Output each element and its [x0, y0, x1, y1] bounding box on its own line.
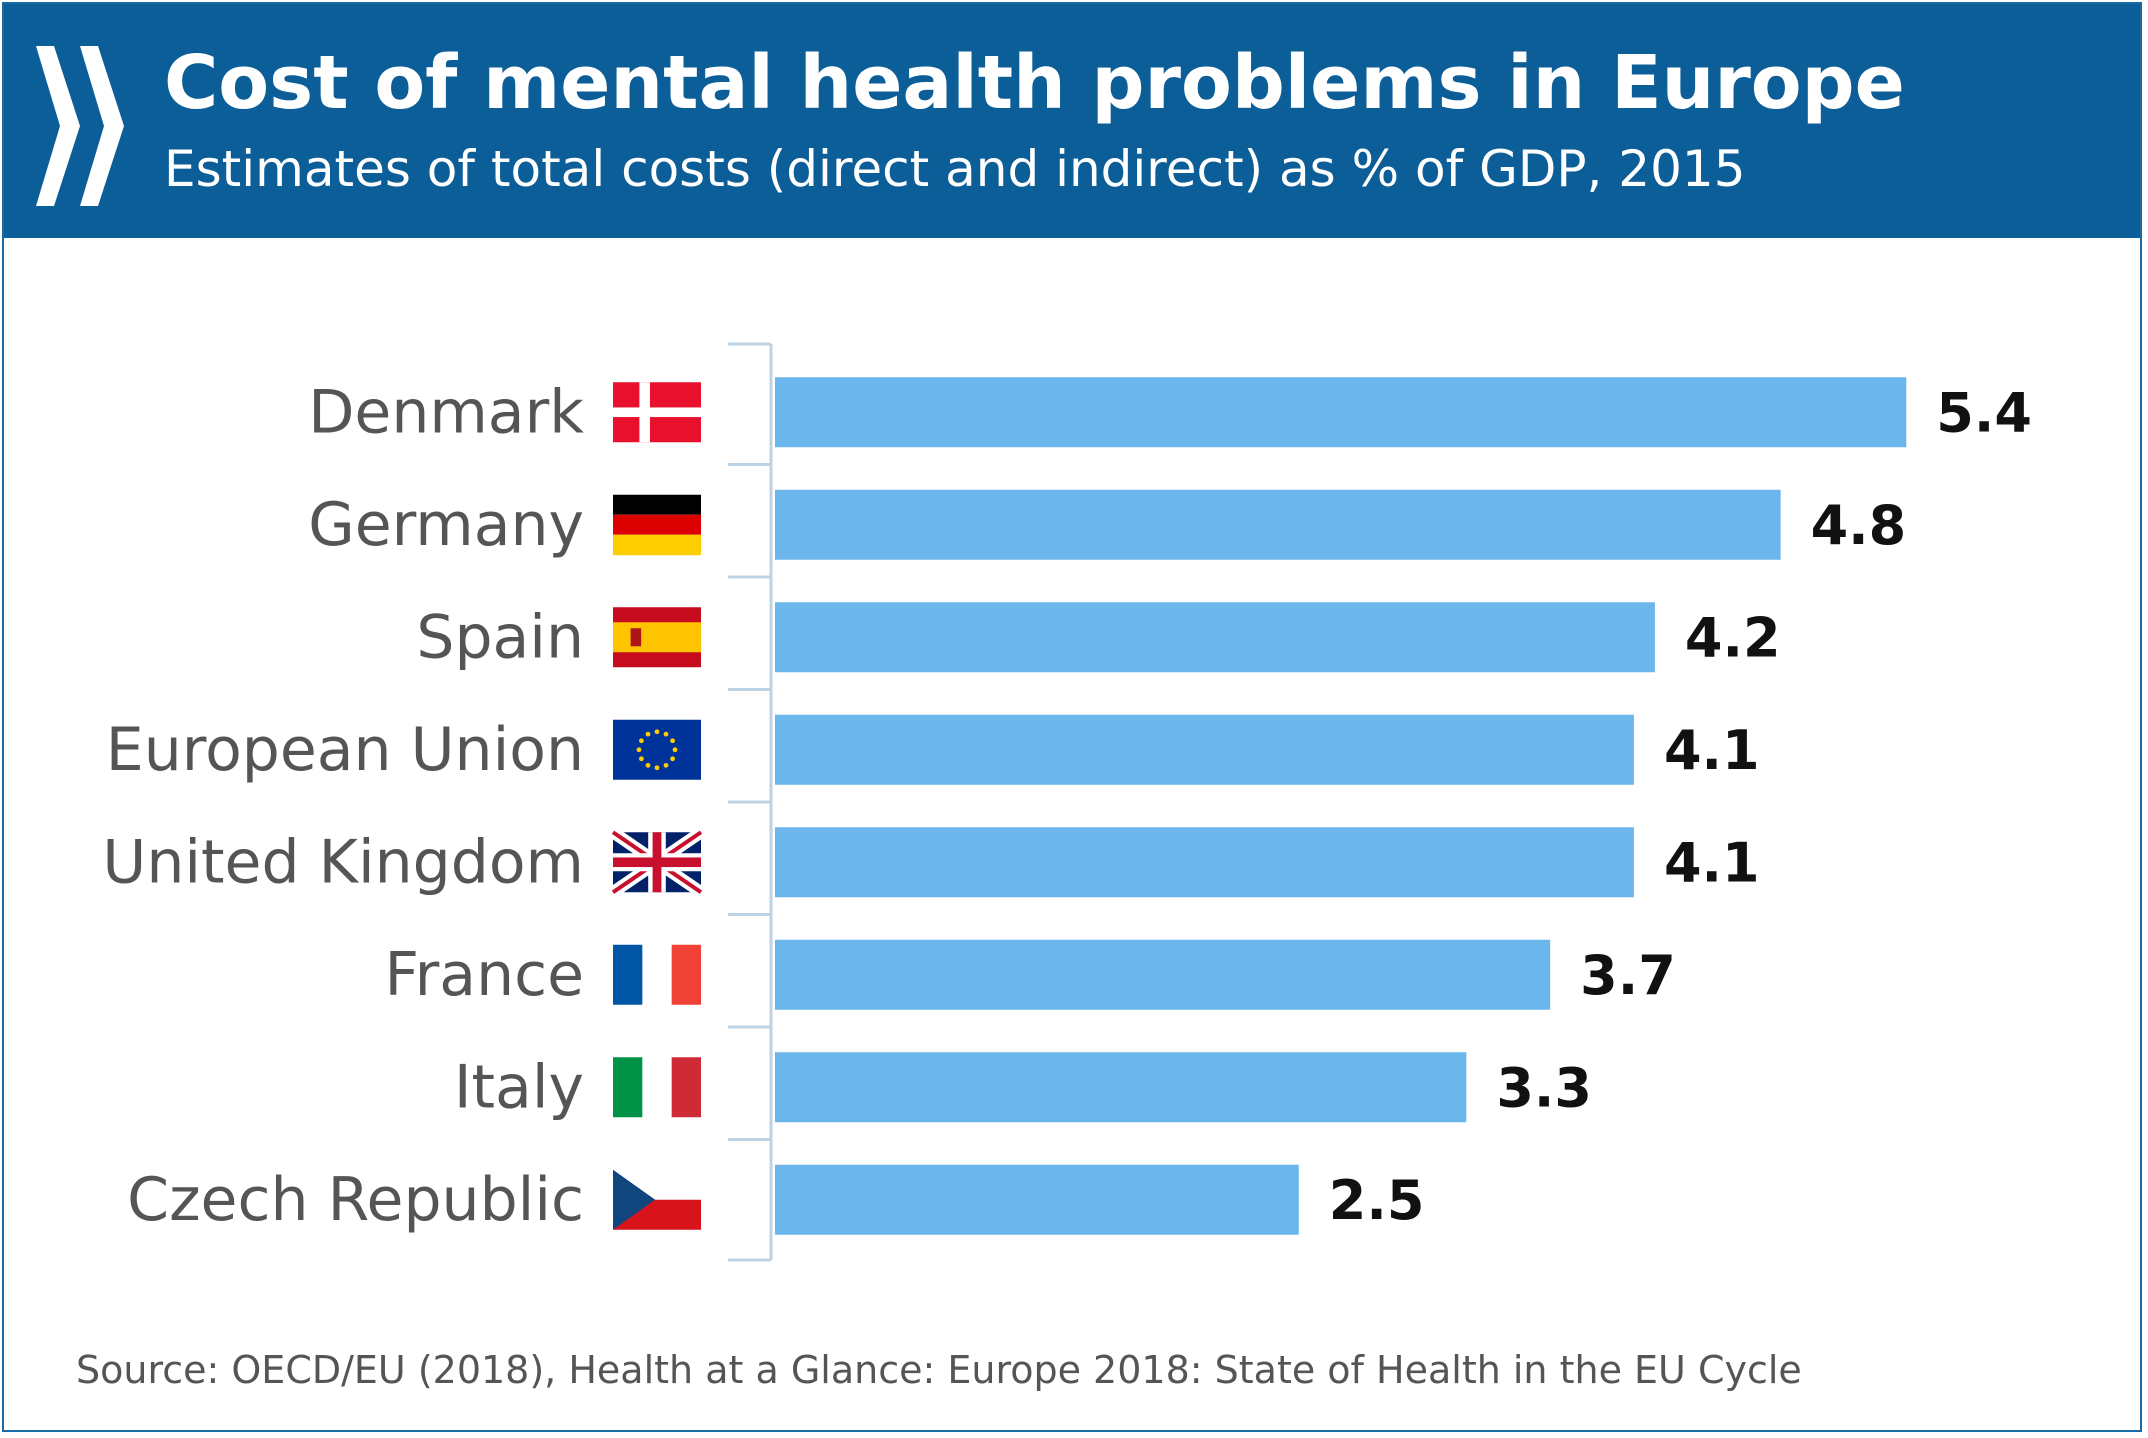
- value-label: 3.3: [1496, 1056, 1592, 1119]
- eu-flag-icon: [613, 719, 701, 780]
- category-label: France: [384, 940, 584, 1010]
- bar-chart: Denmark 5.4 Germany 4.8 Spain 4.2 European Uni…: [102, 342, 2032, 1262]
- italy-flag-icon: [613, 1057, 701, 1118]
- chart-title: Cost of mental health problems in Europe: [164, 40, 1905, 126]
- uk-flag-icon: [609, 827, 705, 898]
- category-label: Spain: [416, 602, 584, 672]
- denmark-flag-icon: [613, 382, 701, 443]
- header-banner: Cost of mental health problems in Europe…: [4, 4, 2140, 238]
- france-flag-icon: [613, 944, 701, 1005]
- bar: [775, 377, 1907, 448]
- czech-flag-icon: [613, 1169, 701, 1230]
- spain-flag-icon: [613, 607, 701, 668]
- bar: [775, 939, 1551, 1010]
- chart-subtitle: Estimates of total costs (direct and ind…: [164, 140, 1746, 198]
- value-label: 4.2: [1685, 606, 1781, 669]
- category-label: Denmark: [308, 377, 584, 447]
- value-label: 4.1: [1664, 831, 1760, 894]
- category-label: United Kingdom: [102, 827, 584, 897]
- source-note: Source: OECD/EU (2018), Health at a Glan…: [76, 1348, 1802, 1392]
- bar: [775, 714, 1634, 785]
- oecd-chevrons-icon: [36, 46, 124, 206]
- bar: [775, 1164, 1299, 1235]
- value-label: 4.1: [1664, 719, 1760, 782]
- category-label: European Union: [106, 715, 584, 785]
- bar: [775, 827, 1634, 898]
- category-label: Germany: [308, 490, 584, 560]
- germany-flag-icon: [613, 494, 701, 556]
- value-label: 2.5: [1329, 1169, 1425, 1232]
- bar: [775, 489, 1781, 560]
- bar: [775, 602, 1655, 673]
- category-label: Czech Republic: [127, 1165, 584, 1235]
- bar: [775, 1052, 1467, 1123]
- category-label: Italy: [454, 1052, 584, 1122]
- value-label: 4.8: [1811, 494, 1907, 557]
- value-label: 5.4: [1936, 381, 2032, 444]
- value-label: 3.7: [1580, 944, 1676, 1007]
